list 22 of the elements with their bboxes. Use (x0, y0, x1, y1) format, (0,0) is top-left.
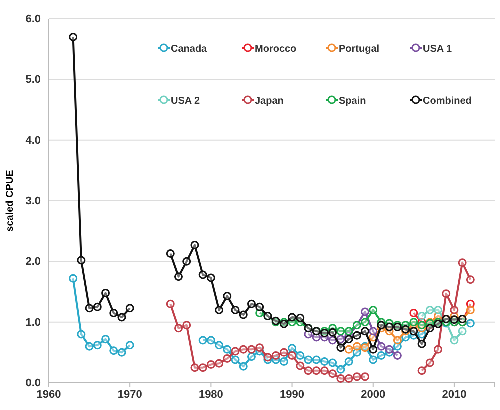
y-tick-label: 0.0 (26, 378, 41, 390)
y-tick-label: 2.0 (26, 256, 41, 268)
y-axis-title: scaled CPUE (5, 170, 16, 232)
y-tick-label: 3.0 (26, 196, 41, 208)
x-tick-label: 2000 (361, 388, 386, 401)
legend-label: Spain (339, 96, 366, 107)
x-tick-label: 1970 (118, 388, 142, 401)
legend-label: USA 2 (171, 96, 201, 107)
legend-label: Japan (255, 96, 284, 107)
x-tick-label: 2010 (442, 388, 467, 401)
y-tick-label: 1.0 (26, 316, 41, 329)
y-tick-label: 6.0 (26, 14, 41, 26)
y-tick-label: 5.0 (26, 74, 41, 86)
legend-label: Morocco (255, 44, 297, 55)
y-tick-label: 4.0 (26, 134, 41, 147)
x-tick-label: 1980 (198, 388, 224, 401)
legend-label: Portugal (339, 44, 380, 55)
x-tick-label: 1990 (280, 388, 305, 401)
x-tick-label: 1960 (36, 388, 62, 401)
legend-label: Combined (423, 96, 472, 107)
legend-label: Canada (171, 44, 208, 55)
legend-label: USA 1 (423, 44, 453, 55)
